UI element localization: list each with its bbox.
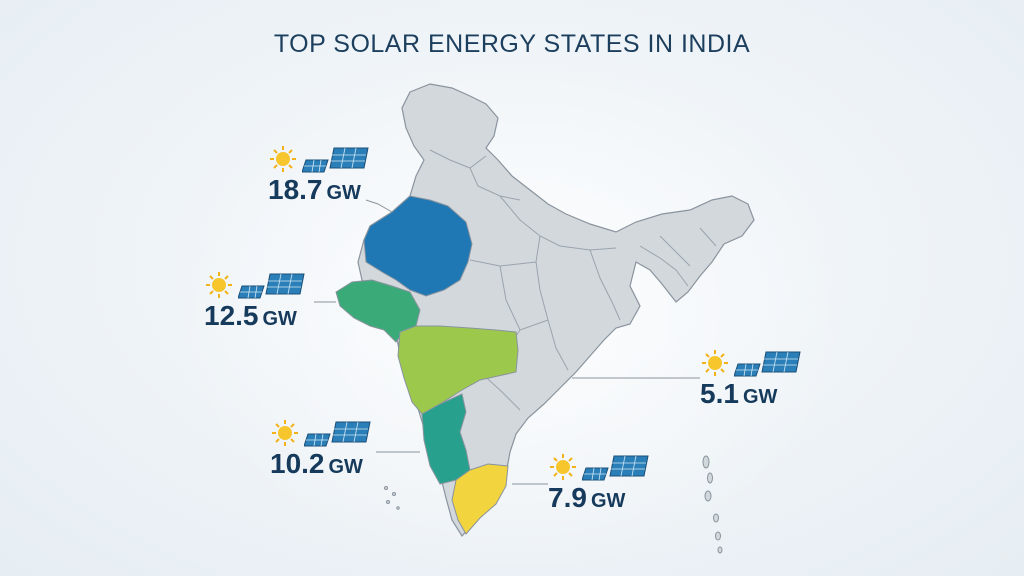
- solar-panel-icon: [238, 273, 305, 299]
- callout-gujarat: 12.5 GW: [204, 258, 308, 332]
- islands: [384, 455, 723, 554]
- callout-maharashtra: 5.1 GW: [700, 336, 804, 410]
- state-borders: [429, 149, 717, 411]
- leader-lines: [314, 199, 700, 485]
- callout-karnataka: 10.2 GW: [270, 406, 374, 480]
- callout-rajasthan: 18.7 GW: [268, 132, 372, 206]
- callout-tamil-nadu: 7.9 GW: [548, 440, 652, 514]
- unit-rajasthan: GW: [326, 182, 361, 204]
- value-karnataka: 10.2: [270, 448, 325, 479]
- value-tamil-nadu: 7.9: [548, 482, 587, 513]
- state-karnataka: [421, 393, 471, 485]
- state-maharashtra: [397, 325, 519, 415]
- unit-gujarat: GW: [262, 308, 297, 330]
- sun-icon: [702, 350, 728, 376]
- unit-tamil-nadu: GW: [590, 490, 626, 512]
- unit-maharashtra: GW: [742, 386, 778, 408]
- value-gujarat: 12.5: [204, 300, 259, 331]
- solar-panel-icon: [304, 421, 371, 447]
- sparkle-icon: [995, 547, 1015, 567]
- map-title: TOP SOLAR ENERGY STATES IN INDIA: [273, 30, 751, 58]
- state-rajasthan: [363, 195, 473, 297]
- unit-karnataka: GW: [328, 456, 363, 478]
- state-tamil-nadu: [451, 463, 509, 535]
- solar-panel-icon: [582, 455, 649, 481]
- sun-icon: [550, 454, 576, 480]
- solar-panel-icon: [734, 351, 801, 377]
- value-maharashtra: 5.1: [700, 378, 739, 409]
- value-rajasthan: 18.7: [268, 174, 323, 205]
- sun-icon: [272, 420, 298, 446]
- sun-icon: [206, 272, 232, 298]
- solar-panel-icon: [302, 147, 369, 173]
- sun-icon: [270, 146, 296, 172]
